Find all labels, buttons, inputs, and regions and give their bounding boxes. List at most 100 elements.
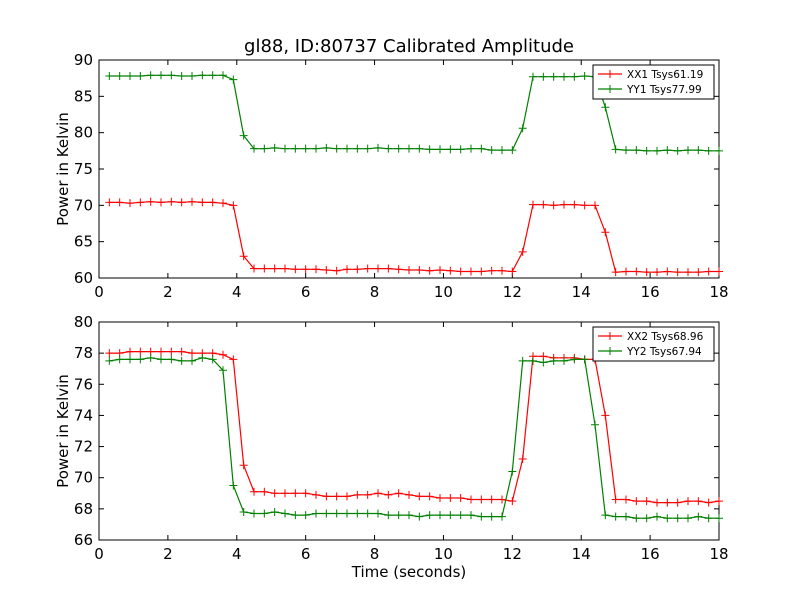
data-point <box>508 497 517 506</box>
legend-box <box>592 64 715 100</box>
data-point <box>436 511 444 520</box>
data-point <box>529 356 537 365</box>
data-point <box>622 146 630 155</box>
data-point <box>146 197 155 206</box>
data-point <box>105 356 114 365</box>
data-point <box>715 267 723 276</box>
y-tick-label: 60 <box>74 269 93 287</box>
data-point <box>611 512 620 521</box>
data-point <box>281 144 289 153</box>
data-point <box>343 265 351 274</box>
data-point <box>146 71 155 80</box>
data-point <box>684 497 692 506</box>
data-point <box>425 511 434 520</box>
data-point <box>498 512 506 521</box>
data-point <box>704 498 713 507</box>
data-point <box>188 71 196 80</box>
data-point <box>591 420 599 429</box>
data-point <box>250 144 258 153</box>
data-point <box>684 268 692 277</box>
data-point <box>415 492 424 501</box>
data-point <box>446 266 455 275</box>
x-tick-label: 18 <box>709 283 728 301</box>
y-axis-label: Power in Kelvin <box>54 112 72 226</box>
data-point <box>456 511 465 520</box>
data-point <box>198 198 207 207</box>
data-point <box>694 497 703 506</box>
data-point <box>105 349 114 358</box>
data-point <box>188 197 196 206</box>
data-point <box>570 72 579 81</box>
data-point <box>229 355 238 364</box>
data-point <box>188 349 196 358</box>
axes-frame <box>98 321 720 541</box>
data-point <box>312 490 320 499</box>
data-point <box>622 512 630 521</box>
data-point <box>663 498 672 507</box>
data-point <box>374 264 382 273</box>
data-point <box>177 347 186 356</box>
data-point <box>425 145 434 154</box>
y-tick-label: 70 <box>74 196 93 214</box>
data-point <box>715 514 723 523</box>
y-tick-label: 78 <box>74 344 93 362</box>
data-point <box>167 355 176 364</box>
data-point <box>343 492 351 501</box>
x-axis-label: Time (seconds) <box>351 563 467 581</box>
data-point <box>611 145 620 154</box>
x-tick-label: 2 <box>163 545 173 563</box>
data-point <box>694 512 703 521</box>
legend: XX1 Tsys61.19 YY1 Tsys77.99 <box>592 64 715 100</box>
data-point <box>642 497 651 506</box>
data-point <box>446 493 455 502</box>
data-point <box>642 514 651 523</box>
data-point <box>270 143 279 152</box>
data-point <box>353 509 362 518</box>
x-tick-label: 10 <box>434 283 453 301</box>
data-point <box>467 495 475 504</box>
data-point <box>239 131 248 140</box>
data-point <box>580 355 589 364</box>
data-point <box>477 267 486 276</box>
x-tick-label: 8 <box>370 283 380 301</box>
data-point <box>250 487 258 496</box>
data-point <box>229 201 238 210</box>
data-point <box>219 350 227 359</box>
x-tick-label: 10 <box>434 545 453 563</box>
x-tick-label: 14 <box>572 283 591 301</box>
data-point <box>394 511 403 520</box>
data-point <box>611 495 620 504</box>
data-point <box>704 514 713 523</box>
data-point <box>498 495 506 504</box>
chart-title: gl88, ID:80737 Calibrated Amplitude <box>244 36 574 57</box>
data-point <box>353 144 362 153</box>
data-point <box>167 347 176 356</box>
legend-marker <box>606 70 614 78</box>
data-point <box>632 146 641 155</box>
data-point <box>518 124 527 133</box>
data-point <box>477 512 486 521</box>
y-tick-label: 68 <box>74 500 93 518</box>
data-point <box>518 247 527 256</box>
data-point <box>157 347 165 356</box>
x-tick-label: 0 <box>94 545 104 563</box>
data-point <box>332 509 341 518</box>
data-point <box>601 228 610 237</box>
data-point <box>436 266 444 275</box>
top-panel: 0 2 4 6 8 10 12 14 16 18 60 65 70 75 80 85 90 Power in Ke… <box>54 51 729 301</box>
data-point <box>312 144 320 153</box>
data-point <box>260 509 269 518</box>
data-point <box>715 146 723 155</box>
data-point <box>239 252 248 261</box>
data-point <box>508 267 517 276</box>
y-tick-label: 76 <box>74 375 93 393</box>
data-point <box>105 71 114 80</box>
data-point <box>405 511 413 520</box>
data-point <box>157 71 165 80</box>
data-point <box>715 497 723 506</box>
y-tick-label: 90 <box>74 51 93 69</box>
legend-marker <box>606 332 614 340</box>
data-point <box>281 264 289 273</box>
data-point <box>188 356 196 365</box>
